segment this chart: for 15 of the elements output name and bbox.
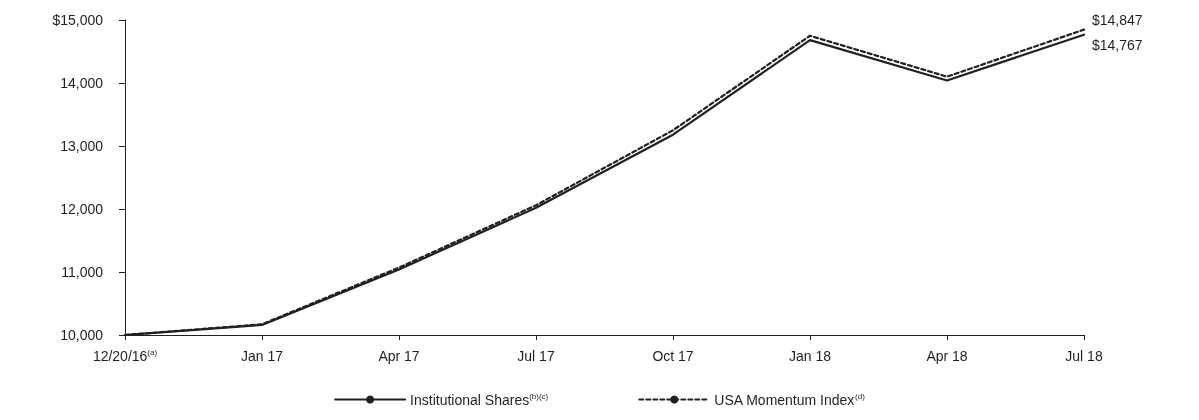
y-tick-label: 14,000 <box>60 75 104 91</box>
y-tick-label: 13,000 <box>60 138 104 154</box>
data-label: $14,847 <box>1092 11 1143 28</box>
x-tick-label: Jul 17 <box>517 348 555 364</box>
y-tick-label: 10,000 <box>60 327 104 343</box>
y-tick-label: 12,000 <box>60 201 104 217</box>
x-tick-label: Jan 18 <box>788 348 832 364</box>
x-tick-label: Apr 18 <box>926 348 968 364</box>
y-tick-label: 11,000 <box>61 264 104 280</box>
x-tick-label: Apr 17 <box>378 348 420 364</box>
x-tick-label: Jul 18 <box>1065 348 1103 364</box>
y-tick-label: $15,000 <box>52 12 104 28</box>
x-tick-label: Oct 17 <box>652 348 694 364</box>
x-tick-label: Jan 17 <box>240 348 284 364</box>
data-label: $14,767 <box>1092 36 1143 53</box>
